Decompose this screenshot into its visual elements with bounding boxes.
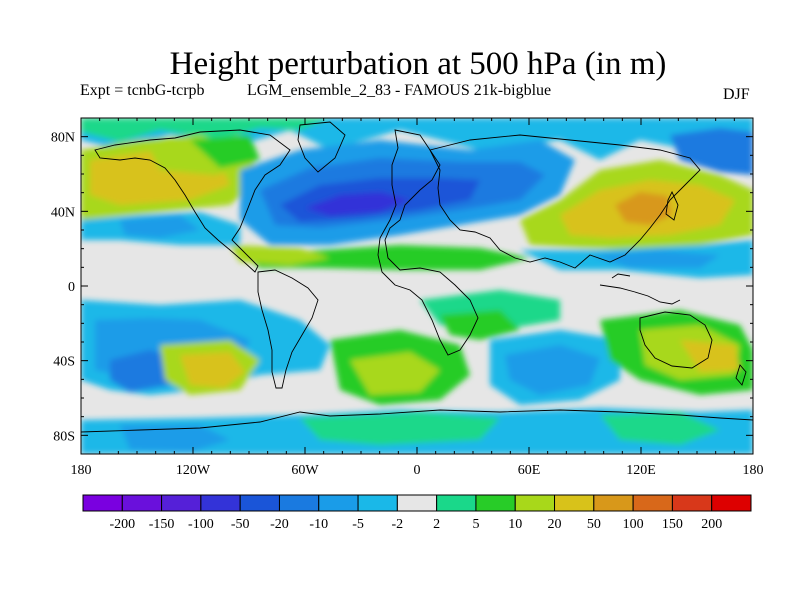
colorbar-swatch (239, 494, 280, 512)
y-tick-label: 40S (53, 355, 75, 370)
x-tick-label: 120E (626, 463, 656, 478)
colorbar-swatch (161, 494, 202, 512)
colorbar-label: 200 (701, 517, 722, 532)
x-tick-label: 60E (518, 463, 541, 478)
experiment-label: Expt = tcnbG-tcrpb (80, 82, 205, 99)
y-tick-label: 0 (68, 280, 75, 295)
season-label: DJF (723, 86, 750, 103)
colorbar-label: -200 (109, 517, 135, 532)
colorbar-swatch (593, 494, 634, 512)
y-axis: 80N 40N 0 40S 80S (51, 117, 753, 455)
x-tick-label: 120W (176, 463, 211, 478)
colorbar-label: 150 (662, 517, 683, 532)
colorbar-swatch (200, 494, 241, 512)
colorbar-swatch (436, 494, 477, 512)
colorbar-label: -20 (270, 517, 289, 532)
colorbar-swatch (475, 494, 516, 512)
colorbar-label: -10 (309, 517, 328, 532)
colorbar-label: 5 (472, 517, 479, 532)
colorbar-swatch (711, 494, 752, 512)
coastlines (81, 121, 753, 433)
colorbar-label: 10 (508, 517, 522, 532)
run-label: LGM_ensemble_2_83 - FAMOUS 21k-bigblue (247, 82, 552, 99)
colorbar-label: 50 (587, 517, 601, 532)
colorbar-label: 100 (623, 517, 644, 532)
colorbar-swatch (121, 494, 163, 512)
colorbar-swatch (396, 494, 438, 512)
x-axis: 180 120W 60W 0 60E 120E 180 (71, 118, 764, 478)
y-tick-label: 80N (51, 131, 75, 146)
colorbar-label: -50 (231, 517, 250, 532)
colorbar: -200 -150 -100 -50 -20 -10 -5 -2 2 5 10 20 50 100 150 2… (82, 494, 752, 532)
colorbar-swatch (632, 494, 673, 512)
colorbar-swatch (278, 494, 320, 512)
x-tick-label: 180 (71, 463, 92, 478)
contour-field (81, 118, 753, 454)
colorbar-swatch (318, 494, 359, 512)
x-tick-label: 0 (414, 463, 421, 478)
colorbar-swatch (554, 494, 595, 512)
x-tick-label: 180 (743, 463, 764, 478)
colorbar-swatch (514, 494, 556, 512)
colorbar-label: -100 (188, 517, 214, 532)
colorbar-label: 20 (548, 517, 562, 532)
colorbar-swatch (357, 494, 398, 512)
colorbar-swatch (671, 494, 713, 512)
colorbar-swatch (82, 494, 123, 512)
y-tick-label: 80S (53, 429, 75, 444)
colorbar-label: 2 (433, 517, 440, 532)
colorbar-label: -5 (352, 517, 364, 532)
y-tick-label: 40N (51, 205, 75, 220)
chart-title: Height perturbation at 500 hPa (in m) (169, 46, 667, 82)
colorbar-label: -150 (149, 517, 175, 532)
x-tick-label: 60W (291, 463, 319, 478)
colorbar-label: -2 (392, 517, 404, 532)
